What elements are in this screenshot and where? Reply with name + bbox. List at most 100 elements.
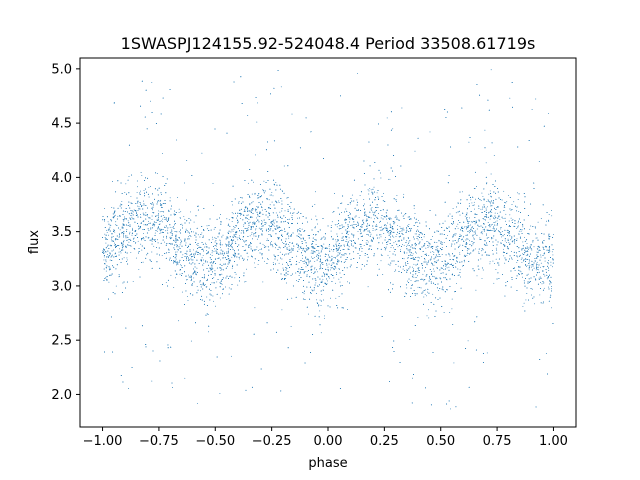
scatter-point (531, 266, 533, 268)
scatter-point (196, 267, 198, 269)
scatter-point (459, 269, 461, 271)
scatter-point (211, 236, 213, 238)
scatter-point (129, 238, 131, 240)
scatter-point (524, 236, 526, 238)
scatter-point (481, 250, 483, 252)
scatter-point (186, 295, 188, 297)
scatter-point (366, 227, 368, 229)
scatter-point (318, 305, 320, 307)
scatter-point (130, 245, 132, 247)
scatter-point (137, 202, 139, 204)
scatter-point (269, 194, 271, 196)
scatter-point (124, 192, 126, 194)
scatter-point (367, 286, 369, 288)
scatter-point (169, 226, 171, 228)
scatter-point (304, 270, 306, 272)
scatter-point (486, 183, 487, 185)
scatter-point (402, 227, 404, 229)
scatter-point (374, 229, 376, 231)
scatter-point (274, 219, 276, 221)
scatter-point (152, 193, 154, 195)
scatter-point (407, 225, 408, 227)
scatter-point (403, 237, 405, 239)
scatter-point (506, 241, 507, 243)
scatter-point (110, 256, 112, 258)
scatter-point (491, 250, 493, 251)
scatter-point (115, 224, 117, 226)
scatter-point (160, 220, 162, 222)
scatter-point (548, 214, 550, 216)
scatter-point (468, 230, 470, 232)
scatter-point (138, 206, 140, 208)
scatter-point (343, 239, 344, 241)
scatter-point (527, 232, 529, 234)
scatter-point (423, 280, 425, 282)
scatter-point (416, 270, 418, 272)
scatter-point (317, 285, 319, 287)
scatter-point (371, 238, 373, 240)
scatter-point (257, 206, 259, 208)
scatter-point (173, 261, 175, 263)
scatter-point (369, 188, 371, 190)
scatter-point (473, 237, 474, 239)
scatter-point (167, 229, 169, 231)
scatter-point (427, 291, 428, 293)
scatter-point (267, 229, 269, 231)
scatter-point (372, 230, 374, 232)
scatter-point (428, 255, 430, 257)
scatter-point (402, 243, 403, 245)
scatter-point (520, 230, 522, 232)
scatter-point (260, 212, 262, 214)
scatter-point (300, 245, 302, 247)
scatter-point (443, 312, 445, 313)
scatter-point (478, 208, 480, 209)
scatter-point (152, 224, 154, 226)
scatter-point (373, 186, 375, 188)
scatter-point (410, 230, 412, 232)
scatter-point (141, 249, 143, 251)
scatter-point (427, 245, 429, 246)
scatter-point (213, 277, 215, 279)
scatter-point (336, 246, 338, 247)
scatter-point (272, 221, 274, 223)
scatter-point (379, 172, 381, 174)
scatter-point (195, 232, 197, 234)
scatter-point (463, 255, 465, 257)
scatter-point (282, 263, 283, 265)
scatter-point (317, 223, 319, 225)
scatter-point (290, 251, 292, 253)
scatter-point (154, 224, 156, 226)
scatter-point (466, 250, 468, 252)
scatter-point (476, 275, 478, 277)
scatter-point (481, 233, 483, 235)
scatter-point (190, 236, 192, 238)
scatter-point (213, 300, 215, 302)
scatter-point (521, 229, 523, 231)
scatter-point (378, 197, 380, 199)
scatter-point (345, 208, 347, 210)
scatter-point (386, 117, 388, 119)
scatter-point (152, 209, 153, 211)
scatter-point (160, 199, 162, 201)
scatter-point (113, 249, 115, 251)
scatter-point (282, 241, 283, 243)
scatter-point (401, 107, 403, 109)
scatter-point (142, 212, 144, 214)
scatter-point (331, 263, 333, 265)
scatter-point (231, 211, 233, 213)
scatter-point (278, 200, 280, 202)
scatter-point (136, 213, 138, 215)
scatter-point (156, 230, 158, 232)
scatter-point (280, 86, 282, 88)
scatter-point (296, 280, 297, 282)
scatter-point (195, 273, 197, 275)
scatter-point (451, 218, 453, 219)
scatter-point (540, 266, 541, 268)
scatter-point (148, 222, 150, 224)
scatter-point (339, 245, 341, 247)
scatter-point (435, 276, 437, 278)
scatter-point (489, 190, 491, 192)
scatter-point (422, 278, 424, 280)
scatter-point (541, 283, 543, 285)
scatter-point (237, 284, 239, 286)
